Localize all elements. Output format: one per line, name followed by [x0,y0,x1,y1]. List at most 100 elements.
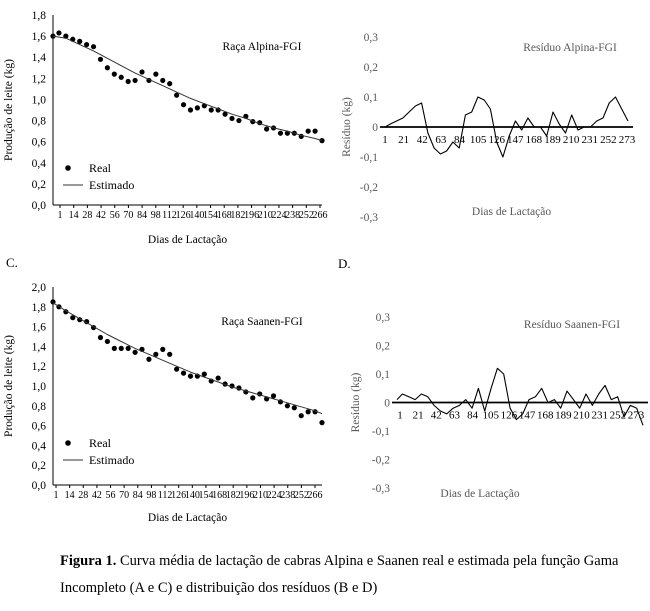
data-point [160,77,166,84]
y-tick-label: -0,1 [372,426,390,438]
x-tick-label: 168 [212,490,227,501]
data-point [305,128,311,134]
legend-label-estimado: Estimado [89,178,134,192]
x-tick-label: 84 [454,134,466,146]
chart-A: 0,0 0,2 0,4 0,6 0,8 1,0 1,2 1,4 1,6 1,8 1 14 28 42 56 7… [3,10,328,246]
y-tick-label: 1,6 [32,322,47,334]
x-tick-label: 126 [501,410,518,422]
legend-label-estimado: Estimado [89,453,134,467]
data-point [84,41,90,48]
data-point [264,126,270,132]
x-axis-label: Dias de Lactação [148,234,227,246]
legend-marker-real [65,440,71,446]
x-tick-label: 56 [110,210,120,221]
data-point [180,370,187,376]
figure-caption: Figura 1. Curva média de lactação de cab… [60,548,640,602]
y-tick-label: 1,2 [32,361,47,373]
x-tick-label: 196 [244,210,259,221]
data-point [132,77,138,84]
x-tick-label: 182 [230,210,245,221]
y-tick-label: 0,3 [364,32,379,44]
y-tick-label: -0,1 [360,152,378,164]
data-point [167,81,173,87]
x-tick-label: 21 [413,410,424,422]
x-tick-label: 70 [119,490,129,501]
x-tick-label: 126 [176,210,191,221]
y-tick-label: 0,6 [32,421,47,433]
x-tick-label: 1 [54,490,59,501]
x-tick-label: 238 [280,490,295,501]
figure: 0,00,20,40,60,81,01,21,41,61,81 14 28 42 56 7… [3,10,648,524]
data-point [118,345,124,351]
data-point [56,30,62,36]
data-point [111,345,117,351]
y-tick-label: 0,6 [32,137,47,149]
data-point [319,138,325,144]
data-point [187,373,194,379]
x-tick-label: 154 [203,210,218,221]
y-tick-label: 2,0 [32,282,47,294]
x-tick-label: 238 [285,210,300,221]
y-tick-label: 0,4 [32,440,47,452]
estimated-line [52,302,323,415]
x-tick-label: 252 [294,490,309,501]
x-tick-label: 112 [158,490,173,501]
data-point [305,409,311,415]
x-tick-label: 28 [78,490,88,501]
estimated-line [52,35,323,142]
y-axis-label: Resíduo (kg) [341,97,353,157]
data-point [160,346,166,352]
x-tick-label: 182 [226,490,241,501]
y-tick-label: -0,2 [372,455,390,467]
caption-text: Curva média de lactação de cabras Alpina… [60,553,619,596]
x-tick-label: 266 [308,490,323,501]
x-tick-label: 105 [470,134,487,146]
data-point [167,351,173,357]
y-tick-label: 0,3 [376,312,391,324]
y-tick-label: -0,3 [372,483,390,495]
y-tick-label: 0,2 [376,341,391,353]
y-tick-label: 0,2 [364,62,379,74]
y-tick-label: 1,6 [32,31,47,43]
data-point [70,315,76,321]
panel-letter-c: C. [6,255,18,270]
x-axis-label: Dias de Lactação [472,206,551,218]
x-tick-label: 168 [537,410,554,422]
data-point [180,102,187,108]
data-point [208,107,214,113]
x-tick-label: 231 [582,134,599,146]
y-tick-label: 0,2 [32,460,47,472]
x-tick-label: 168 [217,210,232,221]
x-tick-label: 196 [239,490,254,501]
x-tick-label: 21 [398,134,409,146]
x-tick-label: 147 [507,134,524,146]
x-tick-label: 252 [600,134,617,146]
x-tick-label: 252 [299,210,314,221]
x-tick-label: 42 [417,134,428,146]
data-point [194,105,200,111]
x-tick-label: 210 [253,490,268,501]
x-tick-label: 224 [267,490,282,501]
x-tick-label: 28 [82,210,92,221]
chart-title: Resíduo Alpina-FGI [523,42,617,54]
x-tick-label: 231 [591,410,608,422]
y-tick-label: 0,0 [32,480,47,492]
y-tick-label: 1,8 [32,302,47,314]
y-tick-label: 0 [384,398,390,410]
x-tick-label: 189 [555,410,572,422]
y-tick-label: 0,1 [376,369,391,381]
data-point [215,375,221,381]
data-point [236,117,242,124]
x-tick-label: 210 [563,134,580,146]
y-tick-label: -0,2 [360,182,378,194]
x-axis-label: Dias de Lactação [148,512,227,524]
y-tick-label: -0,3 [360,212,378,224]
data-point [222,111,228,117]
y-tick-label: 0 [372,122,378,134]
data-point [291,405,297,411]
data-point [139,69,145,75]
data-point [125,78,131,85]
x-tick-label: 154 [198,490,213,501]
data-point [319,420,325,426]
data-point [111,71,117,77]
